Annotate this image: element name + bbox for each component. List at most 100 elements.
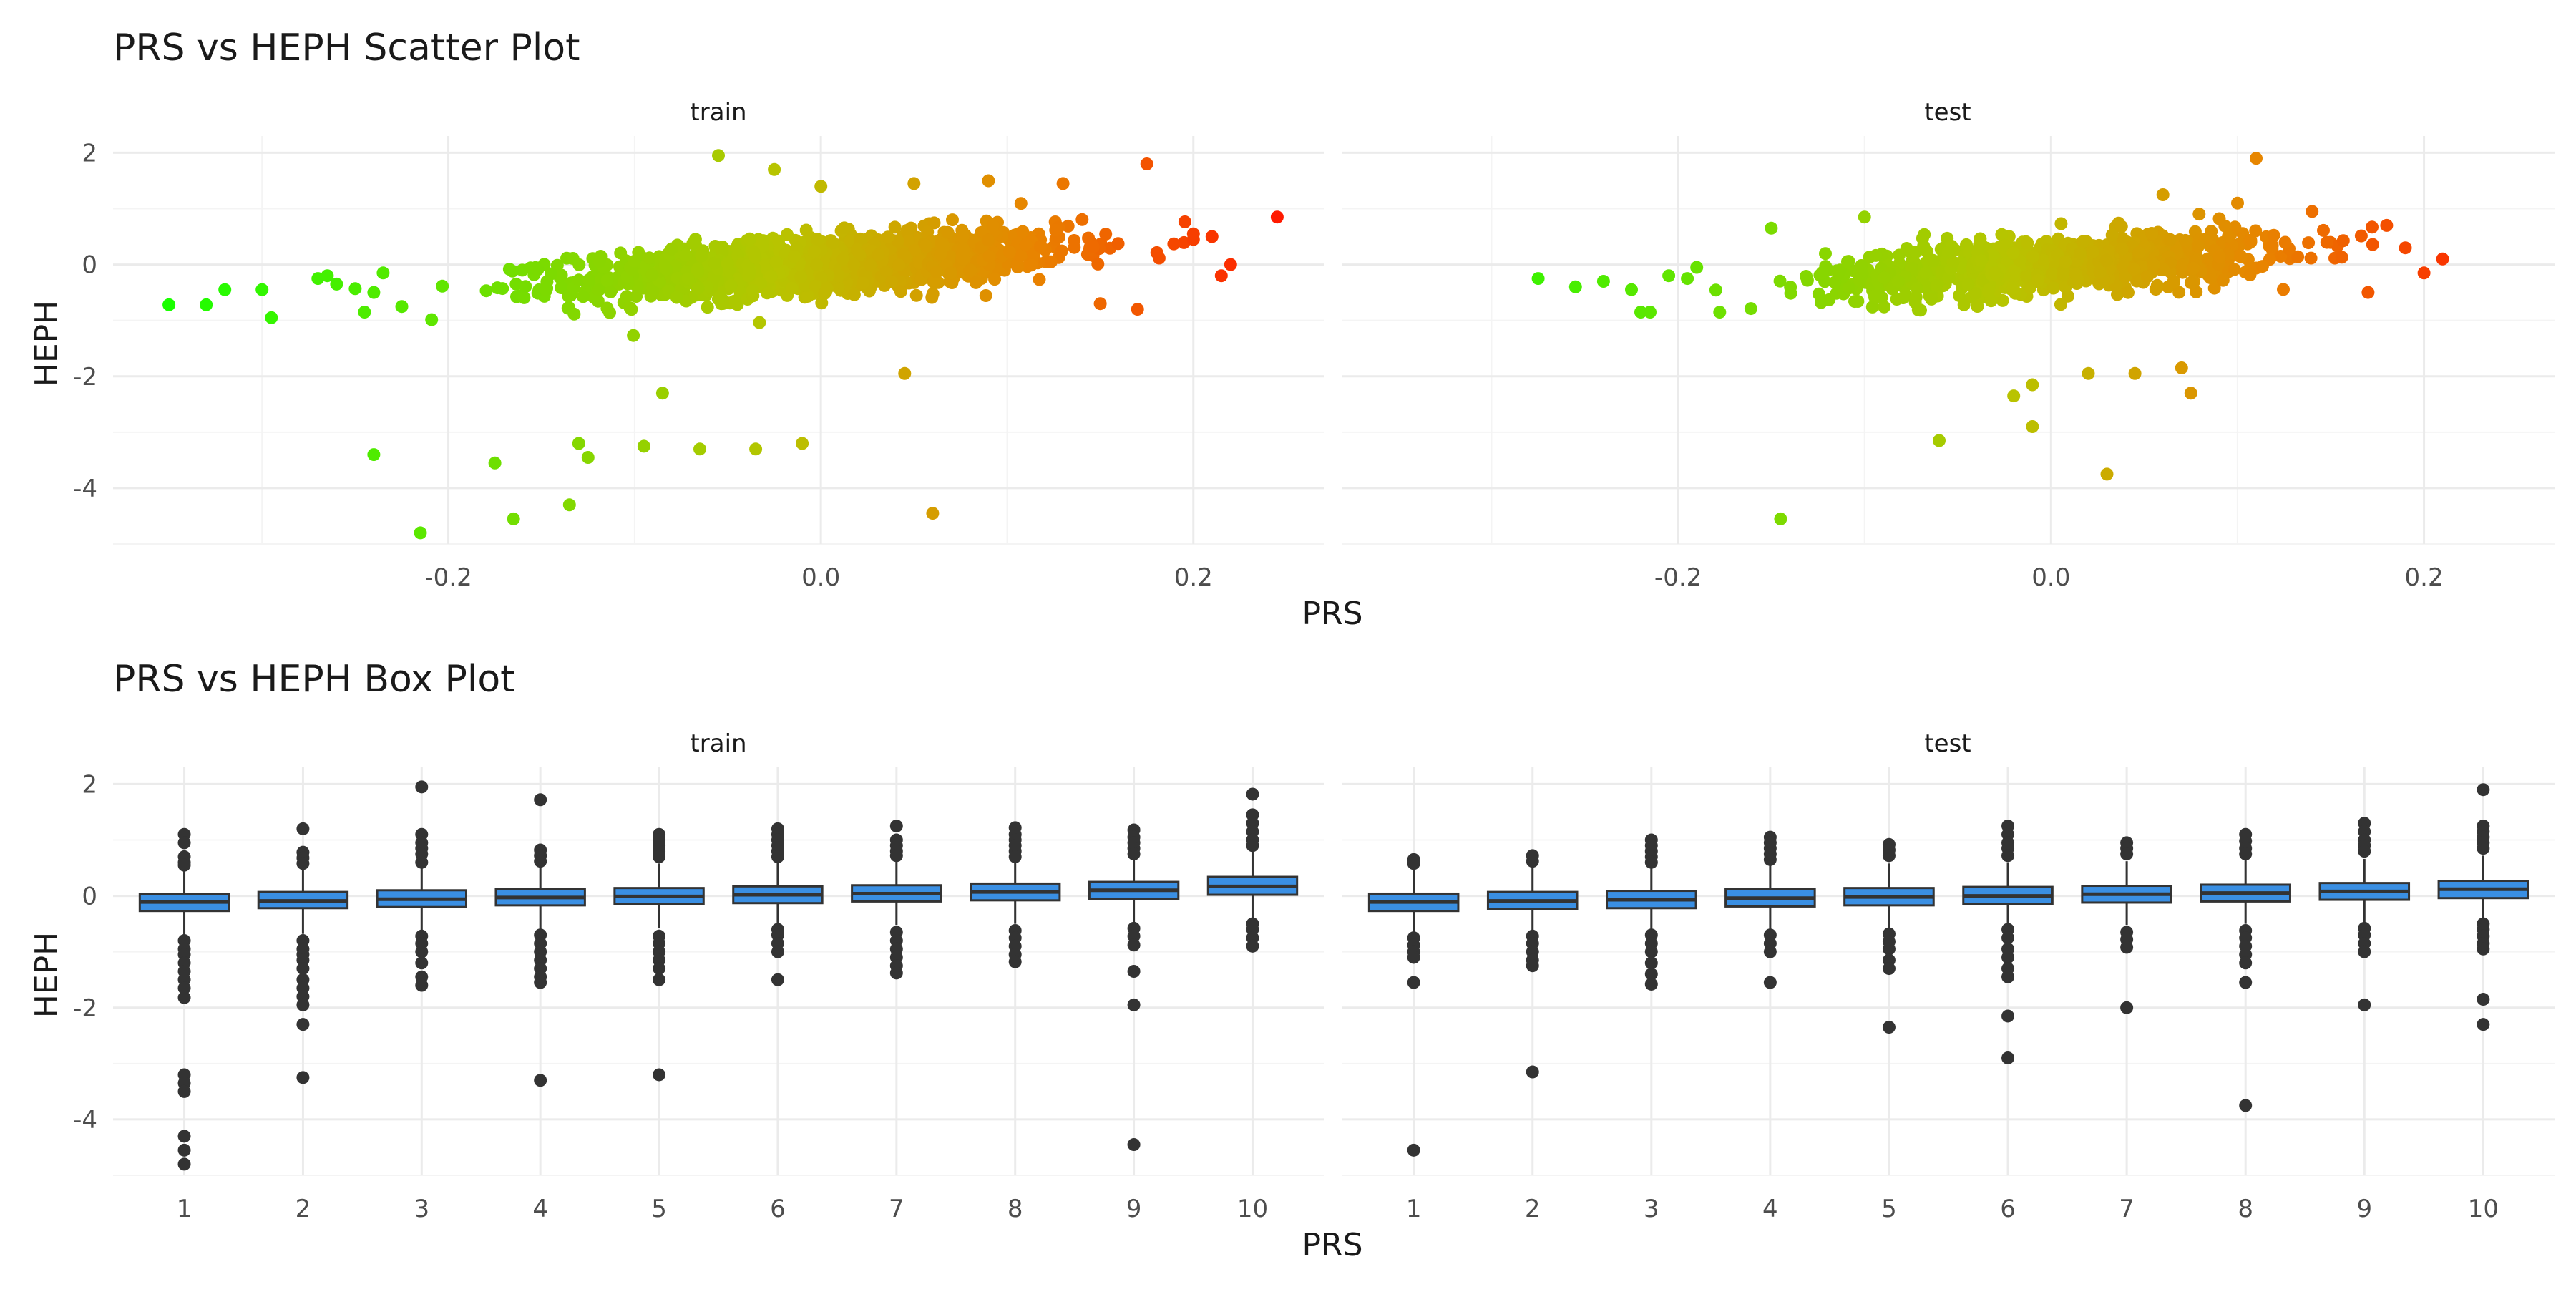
scatter-point <box>838 221 851 235</box>
box-x-tick-label-train: 8 <box>1008 1195 1023 1223</box>
box-outlier <box>1882 849 1896 863</box>
scatter-point <box>2218 219 2232 233</box>
scatter-point <box>1568 280 1582 293</box>
scatter-y-tick-label: -2 <box>73 363 97 392</box>
scatter-point <box>764 270 778 283</box>
scatter-point <box>670 291 683 304</box>
scatter-point <box>724 278 738 292</box>
scatter-point <box>555 281 568 294</box>
scatter-point <box>517 291 531 304</box>
scatter-point <box>1984 294 1998 308</box>
scatter-point <box>506 264 519 278</box>
scatter-point <box>2354 229 2368 243</box>
scatter-point <box>348 282 362 296</box>
scatter-point <box>1878 300 1891 314</box>
scatter-point <box>944 266 957 280</box>
scatter-point <box>836 252 850 266</box>
box-outlier <box>415 956 429 970</box>
scatter-point <box>2278 235 2292 249</box>
box-outlier <box>1526 1065 1539 1079</box>
scatter-point <box>572 437 585 450</box>
scatter-point <box>743 266 756 278</box>
scatter-point <box>902 234 915 248</box>
scatter-point <box>796 437 809 450</box>
box-outlier <box>2001 931 2015 945</box>
scatter-point <box>1995 228 2009 241</box>
box-outlier <box>1882 962 1896 976</box>
box-group-train <box>613 827 705 1082</box>
scatter-point <box>2172 286 2186 299</box>
box-outlier <box>1008 850 1022 863</box>
scatter-point <box>2073 246 2087 260</box>
box-outlier <box>534 855 547 868</box>
box-outlier <box>2001 951 2015 964</box>
scatter-point <box>1865 300 1879 314</box>
scatter-point <box>367 286 381 299</box>
box-outlier <box>1127 929 1141 943</box>
scatter-point <box>1855 259 1868 272</box>
scatter-point <box>2291 250 2305 263</box>
scatter-point <box>2059 255 2072 268</box>
scatter-point <box>872 248 885 261</box>
box-x-tick-label-test: 6 <box>2000 1195 2016 1223</box>
scatter-point <box>898 366 912 380</box>
box-x-tick-label-test: 2 <box>1525 1195 1541 1223</box>
scatter-point <box>2231 196 2244 210</box>
scatter-point <box>562 498 576 512</box>
scatter-point <box>1819 247 1832 261</box>
scatter-point <box>1961 278 1975 291</box>
scatter-point <box>2006 281 2020 295</box>
box-outlier <box>1644 956 1658 970</box>
box-chart-title: PRS vs HEPH Box Plot <box>113 658 515 701</box>
scatter-point <box>321 269 334 283</box>
scatter-point <box>2249 224 2263 238</box>
scatter-point <box>1049 223 1063 237</box>
scatter-point <box>1917 239 1931 253</box>
scatter-point <box>1986 248 1999 262</box>
scatter-point <box>2147 258 2160 271</box>
scatter-point <box>358 306 371 319</box>
box-x-axis-title: PRS <box>1302 1227 1362 1263</box>
scatter-point <box>1989 266 2002 279</box>
scatter-point <box>801 289 815 303</box>
scatter-point <box>1709 283 1722 297</box>
box-outlier <box>2001 970 2015 983</box>
scatter-point <box>2026 250 2039 263</box>
scatter-point <box>1800 273 1814 287</box>
scatter-point <box>1025 258 1038 272</box>
scatter-y-tick-label: -4 <box>73 475 97 503</box>
scatter-point <box>857 276 869 290</box>
scatter-point <box>1851 295 1865 308</box>
box-outlier <box>2477 842 2490 855</box>
scatter-point <box>620 290 633 303</box>
box-x-tick-label-train: 9 <box>1126 1195 1142 1223</box>
scatter-point <box>1531 272 1545 286</box>
scatter-point <box>2007 389 2021 403</box>
box-outlier <box>415 978 429 992</box>
box-outlier <box>2001 1009 2015 1023</box>
scatter-point <box>2380 218 2394 232</box>
box-group-test <box>1724 830 1816 989</box>
scatter-point <box>604 286 618 298</box>
scatter-point <box>1003 245 1016 258</box>
scatter-point <box>907 177 921 190</box>
scatter-point <box>414 526 427 540</box>
scatter-point <box>1014 249 1028 263</box>
scatter-point <box>2255 260 2269 273</box>
scatter-point <box>2336 234 2350 248</box>
scatter-point <box>637 439 650 453</box>
scatter-point <box>162 298 176 311</box>
scatter-point <box>2099 253 2113 267</box>
scatter-point <box>1178 215 1191 228</box>
scatter-point <box>919 239 932 253</box>
scatter-point <box>1841 255 1854 268</box>
scatter-point <box>810 258 824 271</box>
scatter-point <box>1815 296 1828 309</box>
scatter-point <box>885 275 899 288</box>
scatter-point <box>1131 303 1144 316</box>
scatter-point <box>1858 210 1871 224</box>
scatter-point <box>927 216 941 230</box>
scatter-point <box>2122 286 2135 299</box>
